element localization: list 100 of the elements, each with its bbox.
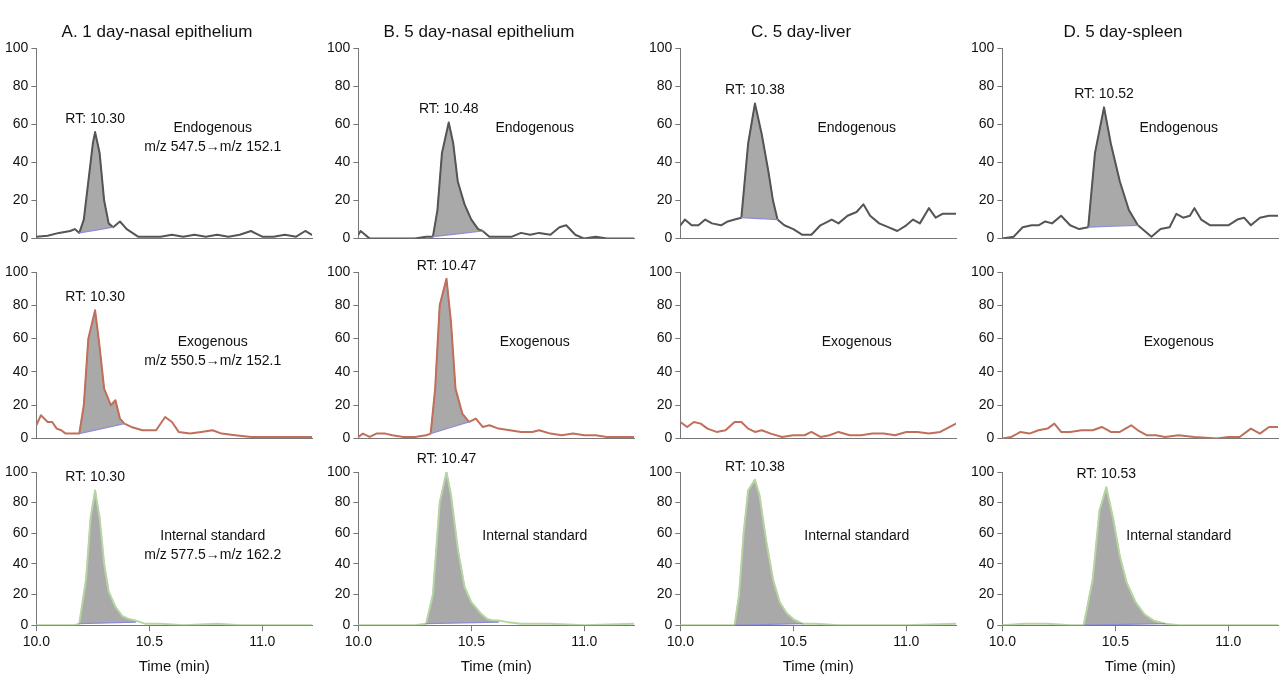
x-tick-label: 10.5 [1101,633,1130,650]
annotation: Internal standard [804,527,910,544]
y-tick-label: 80 [334,296,351,313]
y-tick-label: 80 [978,493,995,510]
annotation: RT: 10.48 [418,100,479,117]
x-axis-title: Time (min) [460,657,532,675]
x-tick-label: 11.0 [571,633,598,650]
annotation: RT: 10.30 [65,288,126,305]
y-tick-label: 40 [656,362,673,379]
y-tick-label: 20 [334,585,351,602]
y-tick-label: 100 [5,262,29,279]
y-tick-label: 60 [656,115,673,132]
y-tick-label: 20 [12,585,29,602]
y-tick-label: 60 [978,329,995,346]
y-tick-label: 100 [649,39,673,56]
y-tick-label: 40 [12,362,29,379]
x-tick-label: 10.0 [988,633,1017,650]
y-tick-label: 80 [978,296,995,313]
y-tick-label: 40 [12,153,29,170]
y-tick-label: 60 [12,524,29,541]
y-tick-label: 60 [978,115,995,132]
x-tick-label: 10.5 [779,633,808,650]
y-tick-label: 100 [327,462,351,479]
x-tick-label: 10.0 [666,633,695,650]
annotation: m/z 550.5→m/z 152.1 [144,351,282,368]
y-tick-label: 20 [656,585,673,602]
y-tick-label: 80 [334,77,351,94]
y-tick-label: 80 [334,493,351,510]
y-tick-label: 40 [334,554,351,571]
y-tick-label: 60 [334,329,351,346]
y-tick-label: 20 [334,191,351,208]
y-tick-label: 80 [656,77,673,94]
y-tick-label: 80 [12,77,29,94]
x-tick-label: 10.5 [457,633,486,650]
y-tick-label: 0 [664,229,673,246]
y-tick-label: 0 [342,229,351,246]
annotation: m/z 547.5→m/z 152.1 [144,138,282,155]
y-tick-label: 100 [971,39,995,56]
y-tick-label: 0 [342,429,351,446]
y-tick-label: 0 [986,616,995,633]
y-tick-label: 0 [20,616,29,633]
y-tick-label: 60 [656,329,673,346]
y-tick-label: 60 [334,115,351,132]
y-tick-label: 20 [12,191,29,208]
y-tick-label: 100 [327,39,351,56]
x-tick-label: 10.5 [135,633,164,650]
y-tick-label: 20 [656,396,673,413]
annotation: RT: 10.47 [416,256,477,273]
chart-title: D. 5 day-spleen [1063,21,1183,41]
y-tick-label: 40 [978,362,995,379]
annotation: m/z 577.5→m/z 162.2 [144,546,282,563]
annotation: Internal standard [160,527,266,544]
y-tick-label: 0 [20,429,29,446]
annotation: Endogenous [173,119,253,136]
y-tick-label: 60 [334,524,351,541]
y-tick-label: 100 [327,262,351,279]
y-tick-label: 40 [656,554,673,571]
y-tick-label: 100 [5,39,29,56]
annotation: RT: 10.38 [725,81,785,98]
annotation: RT: 10.52 [1074,85,1135,102]
y-tick-label: 0 [342,616,351,633]
annotation: Internal standard [482,527,588,544]
annotation: RT: 10.30 [65,109,126,126]
y-tick-label: 100 [971,462,995,479]
x-axis-title: Time (min) [138,657,210,675]
annotation: Exogenous [1143,332,1214,349]
annotation: RT: 10.53 [1076,465,1137,482]
x-tick-label: 11.0 [1215,633,1242,650]
y-tick-label: 20 [12,396,29,413]
y-tick-label: 0 [664,616,673,633]
y-tick-label: 80 [978,77,995,94]
annotation: RT: 10.47 [416,449,477,466]
y-tick-label: 20 [978,396,995,413]
x-axis-title: Time (min) [1104,657,1176,675]
y-tick-label: 80 [656,296,673,313]
y-tick-label: 20 [656,191,673,208]
y-tick-label: 80 [656,493,673,510]
y-tick-label: 20 [978,585,995,602]
x-axis-title: Time (min) [782,657,854,675]
annotation: Endogenous [817,119,897,136]
y-tick-label: 0 [664,429,673,446]
y-tick-label: 80 [12,493,29,510]
y-tick-label: 60 [656,524,673,541]
y-tick-label: 40 [656,153,673,170]
y-tick-label: 100 [971,262,995,279]
y-tick-label: 0 [986,429,995,446]
annotation: Exogenous [177,332,248,349]
annotation: Endogenous [1139,119,1219,136]
y-tick-label: 60 [12,329,29,346]
y-tick-label: 100 [5,462,29,479]
y-tick-label: 80 [12,296,29,313]
annotation: Endogenous [495,119,575,136]
annotation: Internal standard [1126,527,1232,544]
chart-title: A. 1 day-nasal epithelium [61,21,253,41]
y-tick-label: 20 [334,396,351,413]
y-tick-label: 40 [978,554,995,571]
annotation: Exogenous [499,332,570,349]
y-tick-label: 40 [978,153,995,170]
y-tick-label: 60 [12,115,29,132]
y-tick-label: 100 [649,462,673,479]
